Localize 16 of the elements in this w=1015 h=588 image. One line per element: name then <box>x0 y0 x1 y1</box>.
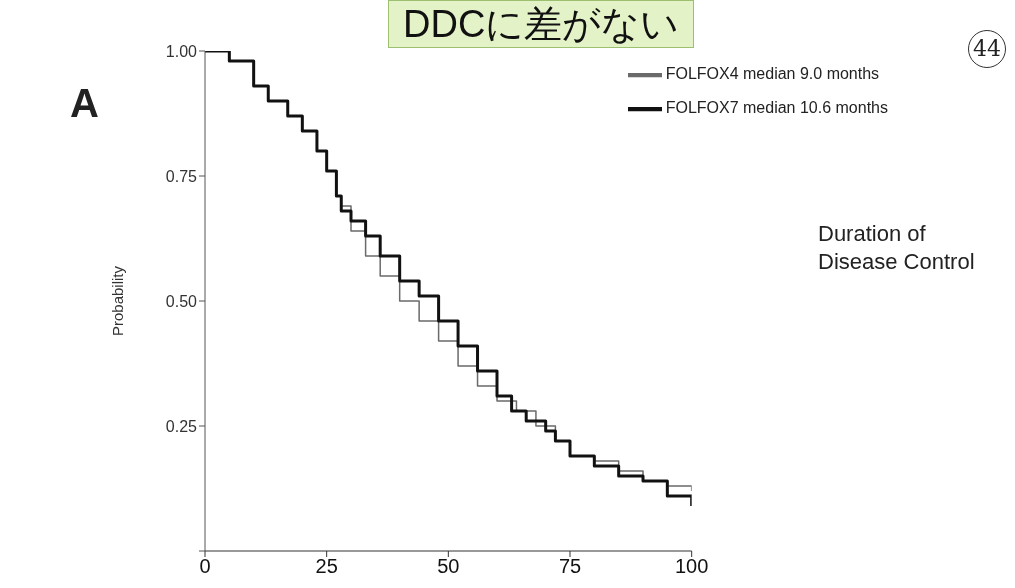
x-tick-label: 0 <box>199 555 211 578</box>
y-tick-label: 0.75 <box>165 167 198 185</box>
legend-label: FOLFOX7 median 10.6 months <box>665 99 888 117</box>
text: A <box>70 80 99 127</box>
y-axis-title: Probability <box>109 265 127 337</box>
y-tick-label: 0.50 <box>165 292 198 310</box>
x-tick-label: 25 <box>315 555 338 578</box>
y-tick-label: 0.25 <box>165 417 198 435</box>
text: 44 <box>968 30 1006 68</box>
x-tick-label: 100 <box>674 555 709 578</box>
x-tick-label: 75 <box>558 555 582 578</box>
x-tick-label: 50 <box>437 555 460 578</box>
chart-title: DDCに差がない <box>388 0 695 48</box>
text: Duration of Disease Control <box>818 220 975 275</box>
legend-label: FOLFOX4 median 9.0 months <box>665 65 880 83</box>
y-tick-label: 1.00 <box>165 42 198 60</box>
